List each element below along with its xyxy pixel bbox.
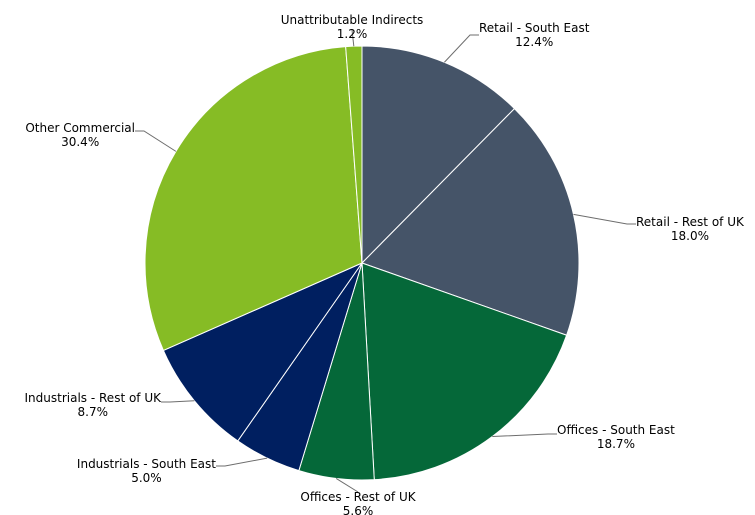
slice-label-unattributable-indirects: Unattributable Indirects 1.2%: [281, 13, 424, 41]
pie-slice-industrials-rest-of-uk: [162, 261, 364, 442]
slice-label-name: Retail - Rest of UK: [636, 215, 745, 229]
pie-slices: [144, 45, 580, 481]
slice-label-name: Other Commercial: [25, 121, 135, 135]
leader-line-other-commercial: [135, 130, 177, 152]
slice-label-name: Retail - South East: [479, 21, 590, 35]
slice-label-other-commercial: Other Commercial 30.4%: [25, 121, 135, 149]
leader-line-retail-rest-of-uk: [573, 213, 636, 225]
slice-label-offices-south-east: Offices - South East 18.7%: [557, 423, 675, 451]
leader-line-industrials-south-east: [216, 457, 268, 467]
slice-label-retail-rest-of-uk: Retail - Rest of UK 18.0%: [636, 215, 745, 243]
slice-label-value: 18.0%: [671, 229, 709, 243]
pie-slice-other-commercial: [144, 46, 363, 352]
slice-label-name: Offices - South East: [557, 423, 675, 437]
slice-label-retail-south-east: Retail - South East 12.4%: [479, 21, 590, 49]
slice-label-industrials-south-east: Industrials - South East 5.0%: [77, 457, 216, 485]
leader-line-unattributable-indirects: [351, 29, 355, 47]
pie-slice-retail-south-east: [361, 45, 516, 265]
leader-lines: [135, 29, 636, 493]
slice-label-value: 18.7%: [597, 437, 635, 451]
slice-label-name: Industrials - South East: [77, 457, 216, 471]
slice-label-industrials-rest-of-uk: Industrials - Rest of UK 8.7%: [25, 391, 163, 419]
leader-line-offices-rest-of-uk: [335, 478, 359, 493]
slice-label-name: Industrials - Rest of UK: [25, 391, 163, 405]
slice-label-value: 8.7%: [78, 405, 109, 419]
pie-slice-offices-south-east: [361, 262, 568, 481]
slice-label-value: 1.2%: [337, 27, 368, 41]
slice-label-name: Unattributable Indirects: [281, 13, 424, 27]
slice-label-value: 5.6%: [343, 504, 374, 515]
leader-line-industrials-rest-of-uk: [161, 400, 195, 403]
slice-label-name: Offices - Rest of UK: [300, 490, 416, 504]
pie-slice-retail-rest-of-uk: [361, 107, 580, 336]
slice-label-offices-rest-of-uk: Offices - Rest of UK 5.6%: [300, 490, 416, 515]
slice-labels: Retail - South East 12.4% Retail - Rest of…: [25, 13, 745, 515]
leader-line-offices-south-east: [492, 433, 557, 438]
slice-label-value: 5.0%: [131, 471, 162, 485]
slice-label-value: 30.4%: [61, 135, 99, 149]
slice-label-value: 12.4%: [515, 35, 553, 49]
leader-line-retail-south-east: [444, 34, 479, 63]
